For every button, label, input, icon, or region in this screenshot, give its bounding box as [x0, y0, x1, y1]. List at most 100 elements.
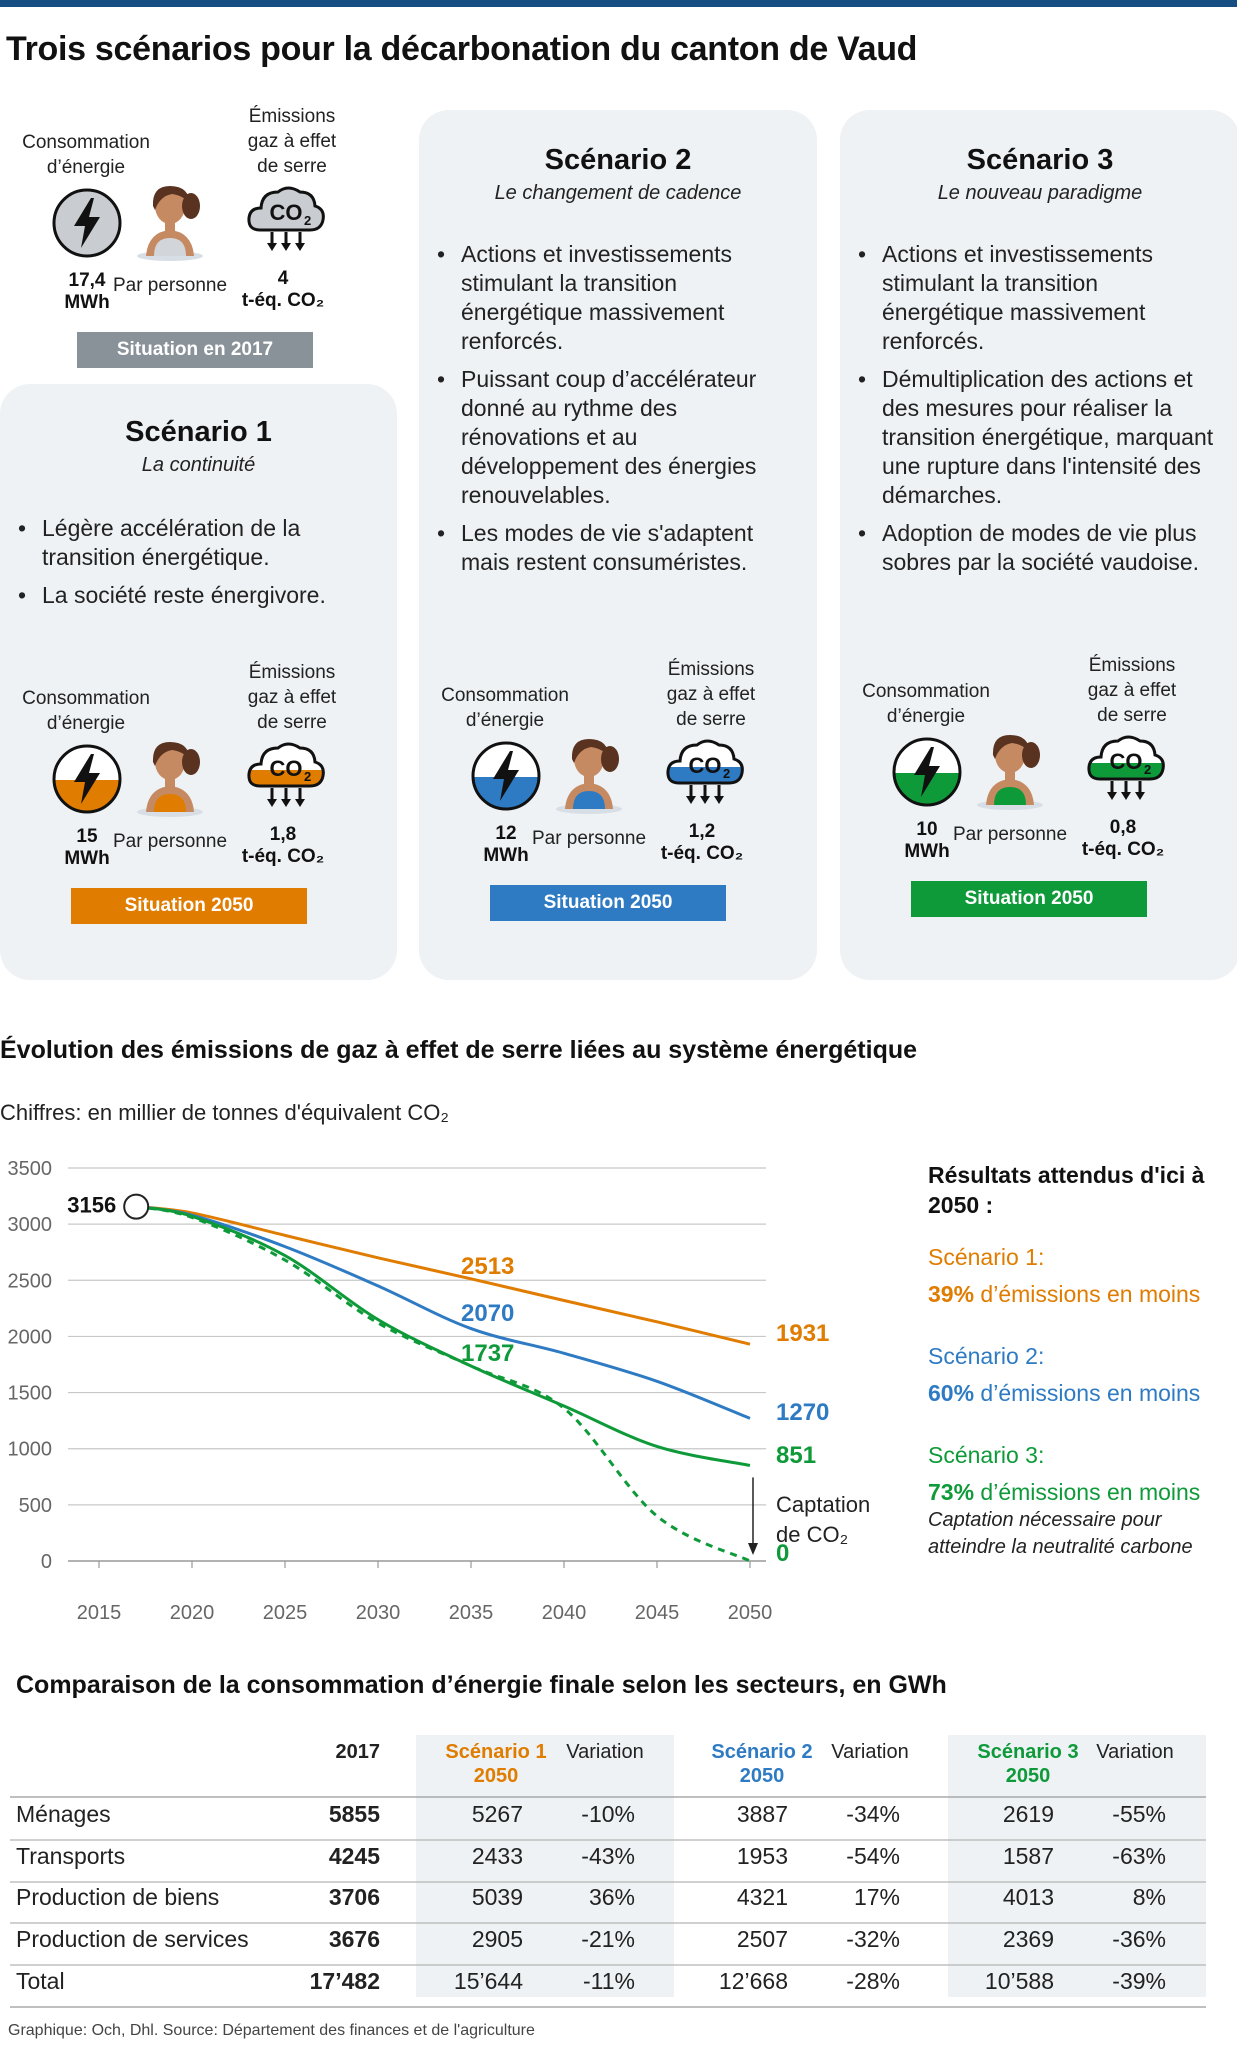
- svg-text:CO: CO: [1110, 749, 1143, 774]
- ghg-label: Émissions gaz à effet de serre: [1087, 655, 1177, 726]
- result-s2-pct: 60%: [928, 1380, 975, 1406]
- y-tick-label: 3500: [8, 1158, 53, 1180]
- svg-text:2: 2: [1144, 762, 1151, 777]
- cell-2017: 17’482: [310, 1968, 380, 1994]
- bullet-item: Légère accélération de la transition éne…: [10, 514, 377, 572]
- x-tick-label: 2025: [263, 1602, 308, 1624]
- result-s2-text: d’émissions en moins: [974, 1380, 1201, 1406]
- situation-badge: Situation 2050: [911, 881, 1147, 917]
- start-point-marker: [123, 1193, 150, 1220]
- cell-v2: -32%: [846, 1926, 900, 1952]
- scenario-3-title: Scénario 3: [966, 144, 1114, 176]
- scenario-3-subtitle: Le nouveau paradigme: [937, 182, 1143, 204]
- person-icon: [137, 742, 203, 817]
- emissions-line-chart: 0 500 1000 1500 2000 2500 3000 3500 2015 2020 2025…: [8, 1158, 871, 1624]
- cell-s2: 3887: [737, 1801, 788, 1827]
- captation-annotation: Captation: [776, 1492, 870, 1517]
- data-label: 2513: [461, 1253, 514, 1280]
- ghg-value: 1,8: [269, 824, 297, 845]
- header-scenario: Scénario 2: [711, 1741, 812, 1763]
- per-person-label: Par personne: [531, 828, 647, 849]
- person-icon: [556, 739, 622, 814]
- chart-subtitle: Chiffres: en millier de tonnes d'équival…: [0, 1100, 449, 1125]
- captation-annotation: de CO₂: [776, 1522, 848, 1547]
- column-band: [416, 1735, 674, 1997]
- result-s3-pct: 73%: [928, 1479, 975, 1505]
- result-s1-label: Scénario 1:: [928, 1244, 1045, 1270]
- row-sector: Ménages: [16, 1801, 111, 1827]
- column-band: [948, 1735, 1206, 1997]
- co2-cloud-icon: CO 2: [247, 186, 325, 251]
- cell-s2: 2507: [737, 1926, 788, 1952]
- energy-value: 10: [916, 819, 938, 840]
- cell-v1: -11%: [583, 1968, 635, 1994]
- situation-badge: Situation en 2017: [77, 332, 313, 368]
- x-tick-label: 2050: [728, 1602, 773, 1624]
- row-sector: Total: [16, 1968, 65, 1994]
- lightning-icon: [892, 737, 962, 807]
- cell-s3: 10’588: [985, 1968, 1054, 1994]
- energy-label: Consommation d’énergie: [22, 688, 150, 734]
- cell-2017: 4245: [329, 1843, 380, 1869]
- captation-arrowhead: [748, 1543, 758, 1555]
- energy-value: 12: [495, 823, 517, 844]
- cell-s1: 2433: [472, 1843, 523, 1869]
- cell-s1: 2905: [472, 1926, 523, 1952]
- data-label: 1270: [776, 1399, 829, 1426]
- ghg-value: 0,8: [1109, 817, 1137, 838]
- series-line-scenario-3: [135, 1205, 751, 1467]
- co2-cloud-icon: CO 2: [247, 742, 325, 807]
- person-icon: [137, 186, 203, 261]
- bullet-item: Puissant coup d’accélérateur donné au ry…: [429, 365, 797, 510]
- cell-v3: -39%: [1112, 1968, 1166, 1994]
- cell-v3: 8%: [1133, 1884, 1166, 1910]
- scenario-3-bullets: Actions et investissements stimulant la …: [850, 240, 1220, 586]
- cell-s2: 1953: [737, 1843, 788, 1869]
- energy-unit: MWh: [64, 292, 110, 313]
- energy-unit: MWh: [64, 848, 110, 869]
- energy-label: Consommation d’énergie: [441, 685, 569, 731]
- header-2017: 2017: [336, 1741, 381, 1763]
- start-value-label: 3156: [67, 1193, 116, 1218]
- scenario-1-bullets: Légère accélération de la transition éne…: [10, 514, 377, 619]
- per-person-label: Par personne: [952, 824, 1068, 845]
- ghg-unit: t-éq. CO₂: [241, 290, 325, 311]
- result-s3-line: 73% d’émissions en moins: [928, 1477, 1237, 1507]
- energy-label: Consommation d’énergie: [22, 132, 150, 178]
- x-tick-label: 2045: [635, 1602, 680, 1624]
- per-person-label: Par personne: [112, 275, 228, 296]
- y-tick-label: 0: [41, 1551, 52, 1573]
- cell-2017: 5855: [329, 1801, 380, 1827]
- co2-cloud-icon: CO 2: [666, 739, 744, 804]
- cell-s1: 5267: [472, 1801, 523, 1827]
- co2-cloud-icon: CO 2: [1087, 735, 1165, 800]
- scenario-2-subtitle: Le changement de cadence: [494, 182, 742, 204]
- cell-v2: 17%: [854, 1884, 900, 1910]
- energy-unit: MWh: [904, 841, 950, 862]
- situation-badge: Situation 2050: [71, 888, 307, 924]
- lightning-icon: [52, 744, 122, 814]
- scenario-2-title: Scénario 2: [544, 144, 692, 176]
- scenario-1-title: Scénario 1: [125, 416, 272, 448]
- y-tick-label: 500: [19, 1495, 52, 1517]
- series-line-scenario-2: [135, 1205, 751, 1420]
- cell-s1: 5039: [472, 1884, 523, 1910]
- result-s3-text: d’émissions en moins: [974, 1479, 1201, 1505]
- bullet-item: Actions et investissements stimulant la …: [850, 240, 1220, 356]
- bullet-item: La société reste énergivore.: [10, 581, 377, 610]
- table-title: Comparaison de la consommation d’énergie…: [16, 1671, 947, 1699]
- result-s2-line: 60% d’émissions en moins: [928, 1378, 1237, 1408]
- ghg-label: Émissions gaz à effet de serre: [247, 106, 337, 177]
- y-tick-label: 1500: [8, 1383, 53, 1405]
- results-heading: Résultats attendus d'ici à 2050 :: [928, 1162, 1205, 1218]
- series-line-scenario-1: [136, 1205, 751, 1346]
- data-label: 1737: [461, 1340, 514, 1367]
- cell-s1: 15’644: [454, 1968, 523, 1994]
- cell-v2: -28%: [846, 1968, 900, 1994]
- cell-s3: 4013: [1003, 1884, 1054, 1910]
- chart-title: Évolution des émissions de gaz à effet d…: [0, 1036, 918, 1064]
- energy-label: Consommation d’énergie: [862, 681, 990, 727]
- header-year: 2050: [474, 1765, 519, 1787]
- cell-v1: -10%: [581, 1801, 635, 1827]
